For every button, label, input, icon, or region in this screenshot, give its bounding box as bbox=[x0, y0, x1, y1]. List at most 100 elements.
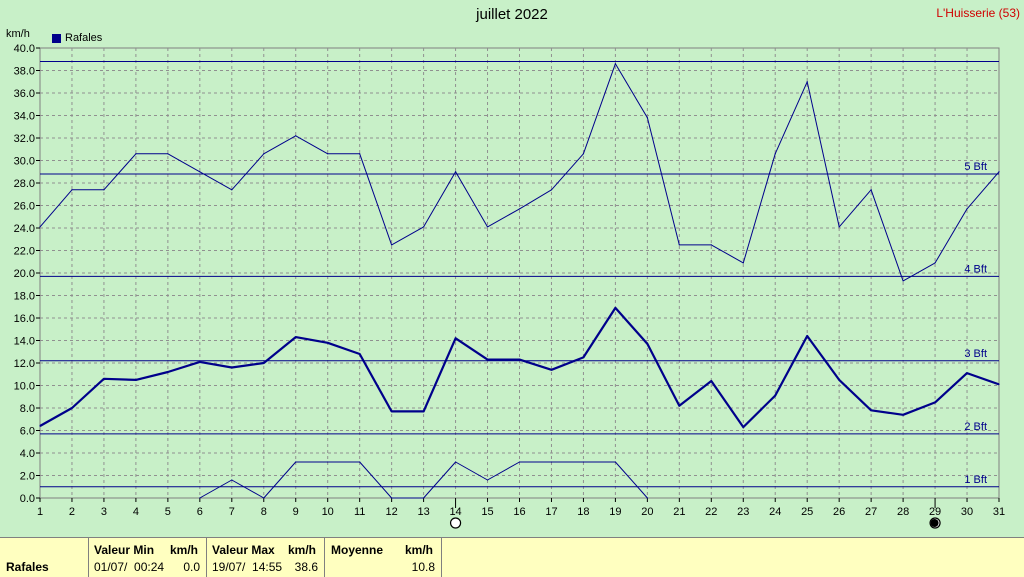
legend-label: Rafales bbox=[65, 32, 103, 44]
x-tick-label: 28 bbox=[897, 506, 909, 518]
beaufort-label: 2 Bft bbox=[964, 421, 987, 433]
x-tick-label: 16 bbox=[513, 506, 525, 518]
data-point-min bbox=[263, 497, 265, 499]
footer-mean-cell: Moyenne km/h 10.8 bbox=[324, 538, 442, 577]
x-tick-label: 23 bbox=[737, 506, 749, 518]
data-point-max bbox=[902, 280, 904, 282]
y-tick-label: 36.0 bbox=[14, 88, 35, 100]
y-tick-label: 14.0 bbox=[14, 336, 35, 348]
y-tick-label: 4.0 bbox=[20, 448, 35, 460]
x-tick-label: 17 bbox=[545, 506, 557, 518]
beaufort-label: 1 Bft bbox=[964, 474, 987, 486]
data-point-min bbox=[550, 461, 553, 463]
data-point-min bbox=[391, 497, 393, 499]
data-point-mean bbox=[870, 409, 872, 411]
beaufort-label: 5 Bft bbox=[964, 161, 987, 173]
beaufort-label: 3 Bft bbox=[964, 348, 987, 360]
beaufort-label: 4 Bft bbox=[964, 263, 987, 275]
legend: Rafales bbox=[52, 32, 102, 44]
data-point-mean bbox=[614, 307, 617, 309]
x-tick-label: 24 bbox=[769, 506, 781, 518]
x-tick-label: 4 bbox=[133, 506, 139, 518]
data-point-mean bbox=[710, 380, 712, 382]
data-point-mean bbox=[327, 342, 329, 344]
x-tick-label: 20 bbox=[641, 506, 653, 518]
data-point-max bbox=[39, 226, 41, 228]
data-point-mean bbox=[934, 401, 936, 403]
x-tick-label: 31 bbox=[993, 506, 1005, 518]
data-point-max bbox=[710, 244, 712, 246]
data-point-mean bbox=[199, 361, 201, 363]
y-tick-label: 12.0 bbox=[14, 358, 35, 370]
max-unit: km/h bbox=[288, 543, 317, 557]
x-tick-label: 13 bbox=[417, 506, 429, 518]
x-tick-label: 30 bbox=[961, 506, 973, 518]
data-point-mean bbox=[998, 383, 1000, 385]
data-point-max bbox=[678, 244, 680, 246]
data-point-max bbox=[167, 153, 169, 155]
data-point-mean bbox=[71, 407, 73, 409]
data-point-mean bbox=[902, 414, 904, 416]
data-point-mean bbox=[359, 353, 361, 355]
y-tick-label: 16.0 bbox=[14, 313, 35, 325]
data-point-mean bbox=[231, 366, 233, 369]
y-tick-label: 18.0 bbox=[14, 291, 35, 303]
y-tick-label: 20.0 bbox=[14, 268, 35, 280]
data-point-mean bbox=[39, 425, 41, 427]
data-point-mean bbox=[678, 405, 680, 407]
footer-min-cell: Valeur Min km/h 01/07/ 00:24 0.0 bbox=[88, 538, 206, 577]
stats-footer: Rafales Valeur Min km/h 01/07/ 00:24 0.0… bbox=[0, 537, 1024, 577]
x-tick-label: 21 bbox=[673, 506, 685, 518]
x-tick-label: 8 bbox=[261, 506, 267, 518]
x-tick-label: 18 bbox=[577, 506, 589, 518]
data-point-max bbox=[199, 171, 201, 173]
x-tick-label: 29 bbox=[929, 506, 941, 518]
legend-swatch bbox=[52, 33, 61, 43]
data-point-max bbox=[423, 226, 425, 228]
min-unit: km/h bbox=[170, 543, 199, 557]
min-header: Valeur Min bbox=[94, 543, 155, 557]
data-point-max bbox=[646, 117, 648, 119]
data-point-mean bbox=[391, 410, 393, 412]
data-point-mean bbox=[103, 378, 105, 380]
x-tick-label: 5 bbox=[165, 506, 171, 518]
data-point-max bbox=[103, 189, 105, 191]
min-value: 0.0 bbox=[183, 560, 200, 574]
y-tick-label: 38.0 bbox=[14, 66, 35, 78]
data-point-min bbox=[423, 497, 425, 499]
x-tick-label: 27 bbox=[865, 506, 877, 518]
data-point-mean bbox=[486, 359, 489, 361]
footer-max-cell: Valeur Max km/h 19/07/ 14:55 38.6 bbox=[206, 538, 324, 577]
footer-series-label: Rafales bbox=[6, 560, 49, 574]
data-point-min bbox=[582, 461, 585, 463]
data-point-min bbox=[454, 461, 457, 463]
data-point-max bbox=[742, 262, 744, 264]
data-point-max bbox=[582, 153, 585, 155]
data-point-max bbox=[838, 226, 840, 228]
data-point-max bbox=[295, 135, 297, 137]
data-point-min bbox=[327, 461, 329, 463]
data-point-mean bbox=[295, 336, 297, 338]
data-point-mean bbox=[646, 343, 648, 345]
data-point-mean bbox=[742, 426, 744, 428]
mean-unit: km/h bbox=[405, 543, 434, 557]
x-tick-label: 9 bbox=[293, 506, 299, 518]
data-point-mean bbox=[135, 379, 137, 381]
data-point-mean bbox=[582, 356, 585, 358]
y-tick-label: 30.0 bbox=[14, 156, 35, 168]
data-point-min bbox=[646, 497, 648, 499]
x-tick-label: 14 bbox=[449, 506, 461, 518]
min-date: 01/07/ 00:24 bbox=[94, 560, 165, 574]
data-point-min bbox=[295, 461, 297, 463]
chart-area: 0.0 2.0 4.0 6.0 8.0 10.0 12.0 14.0 16.0 18.0 20.0 2… bbox=[14, 43, 1005, 529]
data-point-mean bbox=[263, 362, 265, 364]
data-point-mean bbox=[806, 335, 808, 337]
data-point-max bbox=[327, 153, 329, 155]
footer-series-cell: Rafales bbox=[0, 538, 88, 577]
y-tick-label: 8.0 bbox=[20, 403, 35, 415]
data-point-max bbox=[806, 81, 808, 83]
data-point-mean bbox=[774, 395, 776, 397]
mean-value: 10.8 bbox=[411, 560, 435, 574]
y-tick-label: 10.0 bbox=[14, 381, 35, 393]
data-point-min bbox=[359, 461, 361, 463]
